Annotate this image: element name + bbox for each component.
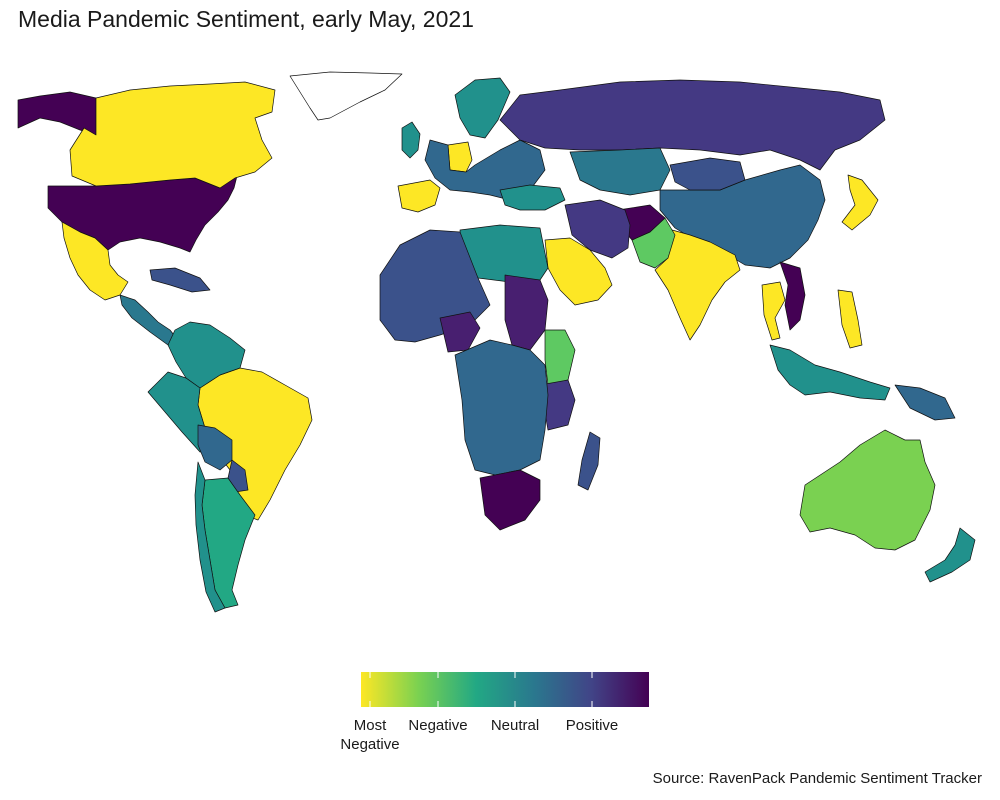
region-south-africa — [479, 469, 541, 531]
region-madagascar — [577, 431, 601, 491]
region-indonesia — [769, 344, 891, 401]
region-mexico — [61, 221, 129, 301]
region-central-africa — [454, 339, 549, 476]
countries-layer — [17, 71, 976, 613]
region-paraguay — [227, 459, 249, 493]
region-uk — [401, 121, 421, 159]
legend-colorbar — [361, 672, 649, 707]
region-papua-new-guinea — [894, 384, 956, 421]
region-turkey — [499, 184, 566, 211]
region-central-america — [119, 294, 179, 346]
region-new-zealand — [924, 527, 976, 583]
region-australia — [799, 429, 936, 551]
region-venezuela-colombia — [167, 321, 246, 389]
source-text: RavenPack Pandemic Sentiment Tracker — [708, 770, 982, 787]
region-greenland — [289, 71, 403, 121]
region-mongolia — [669, 157, 746, 191]
region-scandinavia — [454, 77, 511, 139]
region-germany — [447, 141, 473, 173]
region-vietnam — [779, 261, 806, 331]
region-canada — [69, 81, 276, 189]
legend-label-neutral: Neutral — [490, 717, 540, 734]
region-sudan — [504, 274, 549, 351]
region-philippines — [837, 289, 863, 349]
legend-label-most-negative: Most Negative — [340, 717, 400, 753]
region-russia — [499, 79, 886, 171]
region-iran — [564, 199, 631, 259]
source-prefix: Source: — [652, 770, 709, 787]
region-europe-other- — [424, 139, 546, 201]
chart-title: Media Pandemic Sentiment, early May, 202… — [18, 6, 474, 32]
region-kenya — [544, 329, 576, 386]
legend-label-positive: Positive — [565, 717, 619, 734]
region-japan — [841, 174, 879, 231]
region-chile — [194, 461, 226, 613]
region-tanzania — [539, 379, 576, 431]
region-spain — [397, 179, 441, 213]
legend-label-negative: Negative — [408, 717, 468, 734]
source-note: Source: RavenPack Pandemic Sentiment Tra… — [653, 770, 982, 787]
region-thailand — [761, 281, 786, 341]
region-kazakhstan — [569, 147, 671, 196]
region-caribbean — [149, 267, 211, 293]
region-bolivia — [197, 424, 233, 471]
region-saudi-arabia — [544, 237, 613, 306]
region-nigeria — [439, 311, 481, 353]
region-india — [654, 227, 741, 341]
